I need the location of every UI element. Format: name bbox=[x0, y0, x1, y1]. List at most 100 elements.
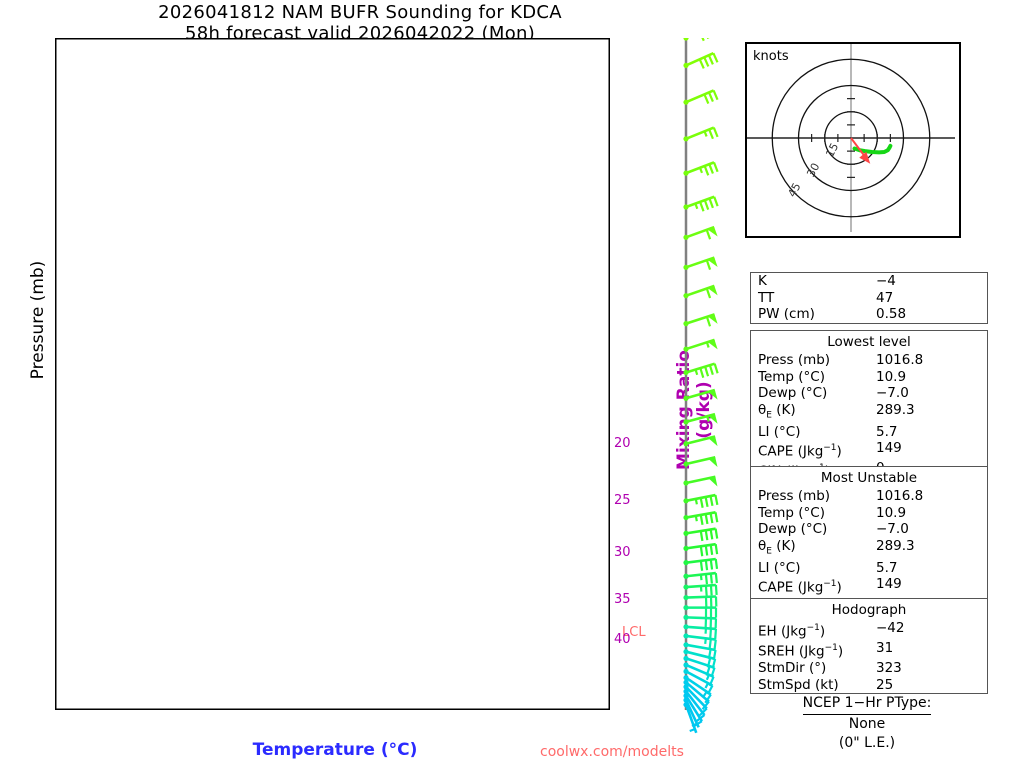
index-value: 10.9 bbox=[876, 368, 907, 385]
index-key: Press (mb) bbox=[758, 352, 831, 368]
wind-barb bbox=[683, 662, 715, 687]
lcl-label: LCL bbox=[622, 625, 646, 640]
index-row: K −4 bbox=[751, 273, 987, 290]
wind-barb bbox=[683, 624, 718, 639]
index-value: 31 bbox=[876, 640, 894, 656]
index-value: 1016.8 bbox=[876, 352, 924, 368]
wind-barb bbox=[683, 89, 719, 105]
ptype-block: NCEP 1−Hr PType: None (0" L.E.) bbox=[742, 694, 992, 753]
wind-barb bbox=[683, 614, 718, 629]
index-value: 0.58 bbox=[876, 306, 907, 322]
index-key: SREH (Jkg−1) bbox=[758, 643, 844, 660]
indices-panel-most-unstable: Most Unstable Press (mb) 1016.8 Temp (°C) 10… bbox=[750, 466, 988, 618]
index-row: Dewp (°C) −7.0 bbox=[751, 521, 987, 538]
wind-barb-column bbox=[650, 24, 720, 742]
index-key: Dewp (°C) bbox=[758, 521, 828, 537]
index-value: 149 bbox=[876, 576, 902, 593]
height-label: 40 bbox=[614, 631, 631, 647]
index-key: PW (cm) bbox=[758, 306, 815, 322]
index-row: CAPE (Jkg−1) 149 bbox=[751, 440, 987, 460]
index-value: 47 bbox=[876, 289, 894, 306]
wind-barb bbox=[683, 557, 719, 571]
index-row: Press (mb) 1016.8 bbox=[751, 352, 987, 369]
index-key: θE (K) bbox=[758, 537, 796, 557]
index-key: TT bbox=[758, 289, 775, 306]
wind-barb bbox=[683, 412, 718, 425]
hodograph-units-label: knots bbox=[753, 49, 789, 64]
index-key: EH (Jkg−1) bbox=[758, 623, 826, 640]
panel-heading: Lowest level bbox=[827, 334, 911, 350]
index-row: Dewp (°C) −7.0 bbox=[751, 385, 987, 402]
wind-barb bbox=[683, 388, 718, 401]
panel-heading: Most Unstable bbox=[820, 470, 918, 486]
hodograph-panel: 15 30 45 knots bbox=[745, 42, 961, 238]
indices-panel-lowest-level: Lowest level Press (mb) 1016.8 Temp (°C) 10.… bbox=[750, 330, 988, 482]
wind-barb bbox=[683, 195, 719, 212]
indices-panel-summary: K −4 TT 47 PW (cm) 0.58 bbox=[750, 272, 988, 324]
index-value: 10.9 bbox=[876, 504, 907, 521]
wind-barb bbox=[683, 52, 719, 69]
hodograph-ring-label: 30 bbox=[804, 161, 822, 179]
index-row: StmDir (°) 323 bbox=[751, 660, 987, 677]
index-value: −4 bbox=[876, 273, 896, 289]
index-value: −7.0 bbox=[876, 385, 909, 401]
wind-barb bbox=[683, 313, 718, 327]
index-row: EH (Jkg−1) −42 bbox=[751, 620, 987, 640]
index-value: 289.3 bbox=[876, 537, 915, 554]
index-value: 5.7 bbox=[876, 423, 898, 440]
wind-barb bbox=[683, 605, 718, 618]
height-label: 25 bbox=[614, 492, 631, 508]
index-key: LI (°C) bbox=[758, 423, 801, 440]
index-value: 1016.8 bbox=[876, 488, 924, 504]
index-row: θE (K) 289.3 bbox=[751, 402, 987, 424]
skewt-plot-area: 1234681015201002003004005006007008009001… bbox=[55, 38, 610, 710]
index-value: 289.3 bbox=[876, 401, 915, 418]
index-row: LI (°C) 5.7 bbox=[751, 560, 987, 577]
skewt-diagram: 1234681015201002003004005006007008009001… bbox=[55, 38, 610, 710]
wind-barb bbox=[683, 126, 719, 142]
index-value: 149 bbox=[876, 440, 902, 457]
index-row: PW (cm) 0.58 bbox=[751, 306, 987, 323]
wind-barb bbox=[683, 511, 719, 525]
watermark: coolwx.com/modelts bbox=[540, 744, 684, 760]
index-key: StmSpd (kt) bbox=[758, 676, 839, 693]
height-label: 20 bbox=[614, 435, 631, 451]
height-label: 35 bbox=[614, 591, 631, 607]
panel-heading: Hodograph bbox=[831, 602, 907, 618]
storm-motion-arrow bbox=[859, 151, 871, 164]
wind-barb bbox=[683, 338, 718, 352]
wind-barb bbox=[683, 642, 717, 661]
ptype-heading: NCEP 1−Hr PType: bbox=[802, 694, 932, 715]
wind-barb bbox=[683, 571, 718, 585]
wind-barb bbox=[683, 475, 718, 487]
wind-barb bbox=[683, 594, 718, 607]
wind-barb bbox=[683, 702, 698, 734]
index-row: StmSpd (kt) 25 bbox=[751, 677, 987, 694]
wind-barb bbox=[683, 225, 718, 240]
pressure-axis-title: Pressure (mb) bbox=[28, 260, 48, 380]
wind-barb bbox=[683, 679, 710, 710]
index-row: LI (°C) 5.7 bbox=[751, 424, 987, 441]
wind-barb bbox=[683, 633, 717, 650]
index-key: CAPE (Jkg−1) bbox=[758, 579, 842, 596]
index-key: LI (°C) bbox=[758, 559, 801, 576]
wind-barb bbox=[683, 583, 718, 596]
wind-barb bbox=[683, 649, 717, 669]
temperature-axis-title: Temperature (°C) bbox=[252, 740, 418, 760]
wind-barb bbox=[683, 284, 718, 299]
index-value: 25 bbox=[876, 676, 894, 693]
wind-barb bbox=[683, 542, 719, 557]
index-row: TT 47 bbox=[751, 290, 987, 307]
index-key: StmDir (°) bbox=[758, 660, 827, 676]
wind-barb bbox=[683, 161, 719, 176]
index-row: SREH (Jkg−1) 31 bbox=[751, 640, 987, 660]
index-key: K bbox=[758, 273, 767, 289]
index-row: Press (mb) 1016.8 bbox=[751, 488, 987, 505]
wind-barb bbox=[683, 668, 714, 695]
wind-barb bbox=[683, 24, 719, 42]
index-key: Temp (°C) bbox=[758, 504, 825, 521]
index-key: CAPE (Jkg−1) bbox=[758, 443, 842, 460]
index-value: −7.0 bbox=[876, 521, 909, 537]
index-row: θE (K) 289.3 bbox=[751, 538, 987, 560]
